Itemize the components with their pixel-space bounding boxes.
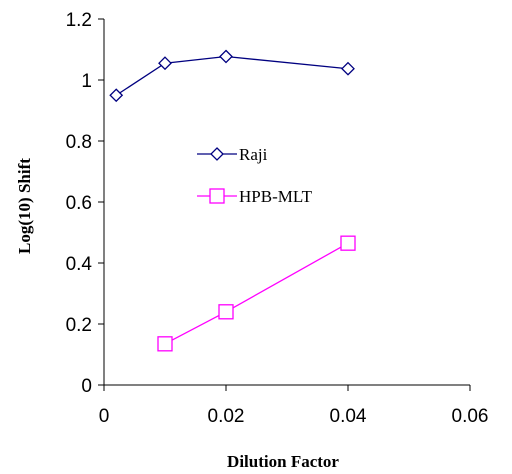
legend-label: HPB-MLT	[239, 187, 313, 206]
x-tick-label: 0.06	[452, 406, 489, 427]
series-layer	[109, 49, 356, 352]
legend-marker	[210, 147, 224, 161]
x-tick-label: 0.02	[208, 406, 245, 427]
data-point-hpb-mlt	[218, 304, 234, 320]
data-point-hpb-mlt	[340, 235, 356, 251]
y-tick-label: 0	[81, 376, 92, 397]
x-tick-label: 0.04	[330, 406, 367, 427]
data-point-raji	[109, 88, 124, 103]
y-tick-label: 1.2	[66, 10, 92, 31]
series-raji	[109, 49, 355, 103]
data-point-raji	[158, 56, 172, 71]
data-point-raji	[219, 49, 233, 64]
legend-label: Raji	[239, 145, 268, 164]
legend-item-hpb-mlt: HPB-MLT	[197, 187, 313, 206]
y-tick-label: 0.2	[66, 315, 92, 336]
series-line-hpb-mlt	[164, 242, 349, 345]
y-axis-title: Log(10) Shift	[15, 158, 34, 254]
series-line-raji	[115, 55, 349, 96]
x-axis-title: Dilution Factor	[227, 452, 339, 471]
series-hpb-mlt	[157, 235, 356, 352]
y-tick-label: 0.6	[66, 193, 92, 214]
x-tick-label: 0	[99, 406, 110, 427]
y-tick-label: 0.8	[66, 132, 92, 153]
y-axis-ticks: 0 0.2 0.4 0.6 0.8 1 1.2	[66, 10, 104, 397]
legend: Raji HPB-MLT	[197, 145, 313, 206]
data-point-hpb-mlt	[157, 336, 173, 352]
x-axis-ticks: 0 0.02 0.04 0.06	[99, 385, 489, 427]
y-tick-label: 1	[81, 71, 92, 92]
data-point-raji	[341, 61, 355, 76]
legend-item-raji: Raji	[197, 145, 268, 164]
legend-marker	[209, 188, 225, 204]
y-tick-label: 0.4	[66, 254, 93, 275]
